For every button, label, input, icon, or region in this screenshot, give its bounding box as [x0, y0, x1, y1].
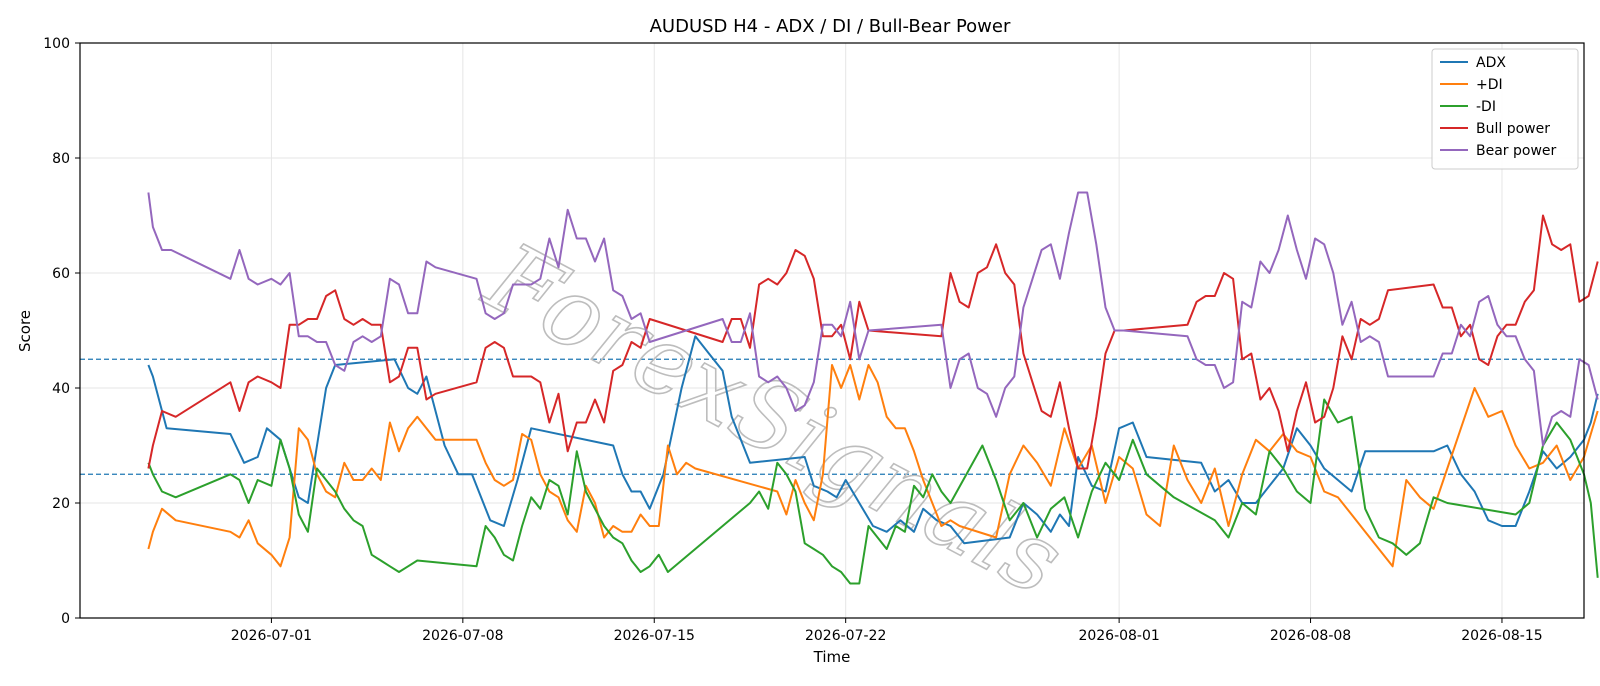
- y-tick-label: 100: [43, 36, 70, 52]
- x-tick-label: 2026-07-01: [231, 628, 312, 644]
- x-axis: 2026-07-01 2026-07-08 2026-07-15 2026-07-22…: [231, 618, 1543, 644]
- x-tick-label: 2026-07-15: [614, 628, 695, 644]
- chart-title: AUDUSD H4 - ADX / DI / Bull-Bear Power: [650, 16, 1011, 37]
- series-line-bear-power: [147, 191, 1599, 447]
- legend-box: [1431, 48, 1579, 170]
- series-line-di: [147, 364, 1599, 568]
- y-tick-label: 60: [52, 266, 70, 282]
- plot-frame: [79, 42, 1585, 619]
- x-tick-label: 2026-08-15: [1461, 628, 1542, 644]
- x-tick-label: 2026-08-08: [1270, 628, 1351, 644]
- x-tick-label: 2026-07-22: [805, 628, 886, 644]
- y-axis: 0 20 40 60 80 100: [43, 36, 80, 627]
- y-tick-label: 40: [52, 381, 70, 397]
- y-axis-title: Score: [16, 310, 34, 352]
- legend-label: Bull power: [1476, 121, 1550, 137]
- y-tick-label: 0: [61, 611, 70, 627]
- legend-label: +DI: [1476, 77, 1503, 93]
- legend-label: -DI: [1476, 99, 1496, 115]
- threshold-lines: [80, 358, 1584, 475]
- x-tick-label: 2026-08-01: [1078, 628, 1159, 644]
- legend: ADX +DI -DI Bull power Bear power: [1431, 48, 1579, 170]
- series-line-adx: [147, 335, 1599, 545]
- y-tick-label: 20: [52, 496, 70, 512]
- x-axis-title: Time: [813, 648, 851, 666]
- legend-label: Bear power: [1476, 143, 1557, 159]
- series-layer: [147, 191, 1599, 585]
- legend-label: ADX: [1476, 55, 1506, 71]
- x-tick-label: 2026-07-08: [422, 628, 503, 644]
- series-line-di: [147, 398, 1599, 585]
- y-tick-label: 80: [52, 151, 70, 167]
